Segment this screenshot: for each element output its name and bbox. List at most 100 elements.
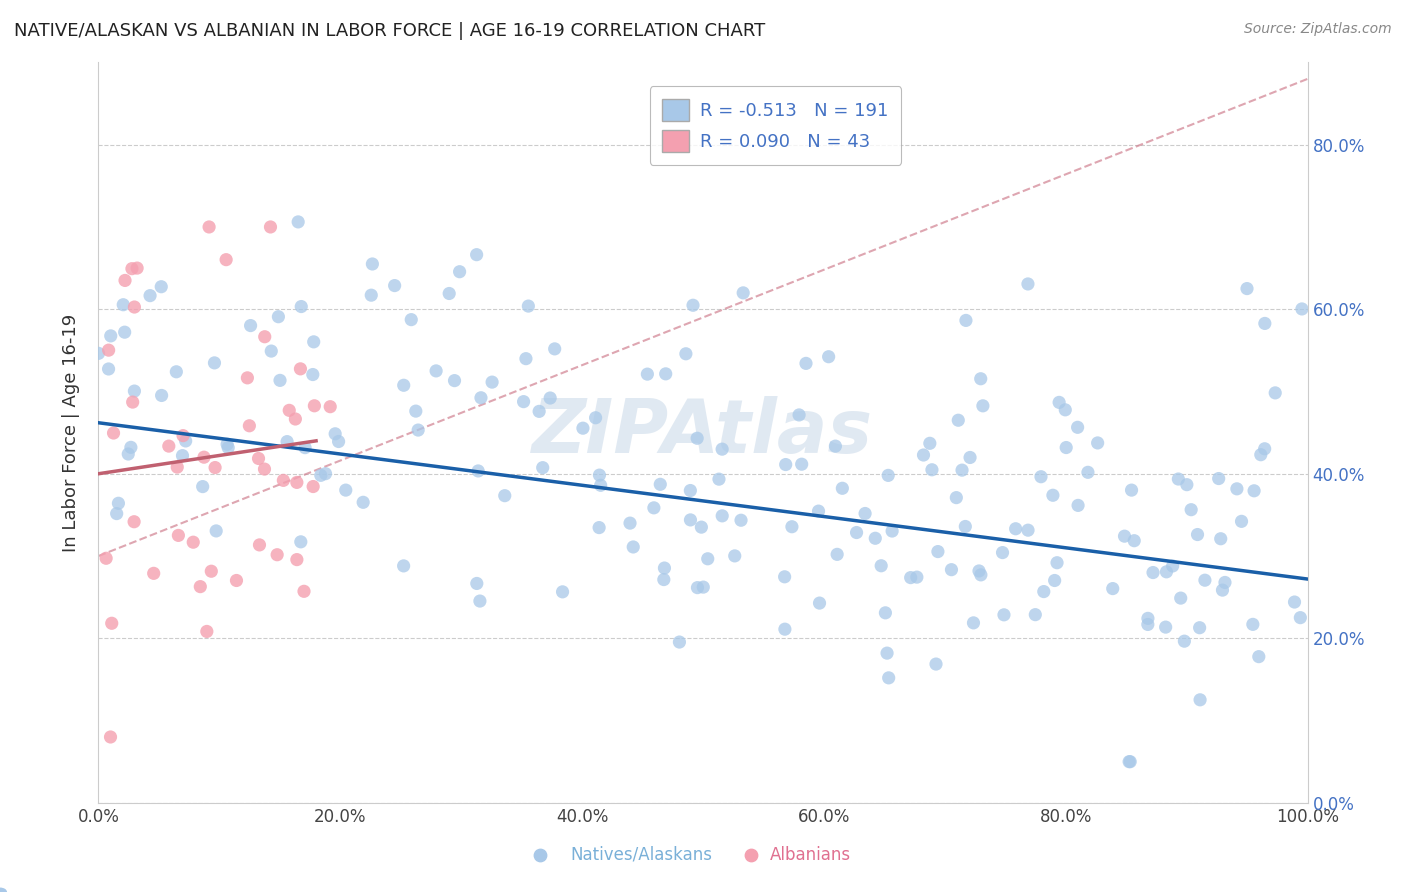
Point — [165, 365, 187, 379]
Point — [287, 215, 309, 229]
Point — [724, 549, 747, 563]
Point — [845, 525, 868, 540]
Point — [247, 451, 270, 466]
Point — [636, 367, 658, 381]
Point — [114, 273, 136, 287]
Point — [970, 567, 993, 582]
Point — [481, 375, 503, 389]
Point — [1264, 385, 1286, 400]
Point — [150, 388, 173, 402]
Point — [1067, 499, 1090, 513]
Point — [259, 219, 281, 234]
Point — [1284, 595, 1306, 609]
Point — [1170, 591, 1192, 606]
Point — [1017, 523, 1039, 537]
Point — [1114, 529, 1136, 543]
Point — [181, 535, 204, 549]
Point — [437, 286, 460, 301]
Point — [225, 574, 247, 588]
Point — [679, 513, 702, 527]
Point — [865, 531, 887, 545]
Point — [991, 545, 1014, 559]
Point — [1173, 634, 1195, 648]
Point — [1213, 575, 1236, 590]
Point — [253, 330, 276, 344]
Point — [139, 288, 162, 302]
Point — [1118, 755, 1140, 769]
Point — [870, 558, 893, 573]
Point — [198, 219, 221, 234]
Point — [470, 391, 492, 405]
Point — [1042, 488, 1064, 502]
Point — [1189, 693, 1212, 707]
Point — [585, 410, 607, 425]
Point — [740, 854, 762, 868]
Point — [278, 403, 301, 417]
Point — [650, 477, 672, 491]
Point — [124, 300, 146, 314]
Point — [538, 391, 561, 405]
Point — [730, 513, 752, 527]
Point — [970, 372, 993, 386]
Point — [157, 439, 180, 453]
Point — [1247, 649, 1270, 664]
Point — [588, 520, 610, 534]
Point — [773, 622, 796, 636]
Point — [512, 394, 534, 409]
Point — [877, 468, 900, 483]
Point — [690, 520, 713, 534]
Point — [1167, 472, 1189, 486]
Point — [172, 428, 194, 442]
Point — [205, 524, 228, 538]
Point — [1136, 617, 1159, 632]
Point — [253, 462, 276, 476]
Point — [950, 463, 973, 477]
Point — [238, 418, 260, 433]
Point — [1291, 301, 1313, 316]
Point — [925, 657, 948, 671]
Text: Albanians: Albanians — [769, 846, 851, 863]
Point — [817, 350, 839, 364]
Point — [1187, 527, 1209, 541]
Point — [1175, 477, 1198, 491]
Point — [124, 384, 146, 398]
Point — [315, 467, 337, 481]
Point — [654, 561, 676, 575]
Point — [384, 278, 406, 293]
Point — [652, 573, 675, 587]
Point — [328, 434, 350, 449]
Point — [773, 570, 796, 584]
Point — [443, 374, 465, 388]
Point — [551, 584, 574, 599]
Point — [945, 491, 967, 505]
Point — [105, 507, 128, 521]
Point — [97, 343, 120, 358]
Point — [290, 362, 312, 376]
Point — [239, 318, 262, 333]
Point — [290, 534, 312, 549]
Point — [1194, 573, 1216, 587]
Point — [100, 730, 122, 744]
Point — [654, 367, 676, 381]
Point — [825, 547, 848, 561]
Point — [142, 566, 165, 581]
Point — [1024, 607, 1046, 622]
Point — [269, 373, 291, 387]
Point — [200, 564, 222, 578]
Point — [188, 580, 211, 594]
Text: Natives/Alaskans: Natives/Alaskans — [569, 846, 711, 863]
Point — [236, 371, 259, 385]
Point — [193, 450, 215, 465]
Point — [260, 344, 283, 359]
Point — [962, 615, 984, 630]
Point — [100, 616, 122, 631]
Point — [120, 441, 142, 455]
Point — [1226, 482, 1249, 496]
Point — [284, 412, 307, 426]
Point — [1136, 611, 1159, 625]
Point — [875, 606, 897, 620]
Point — [167, 528, 190, 542]
Point — [955, 313, 977, 327]
Point — [515, 351, 537, 366]
Point — [877, 671, 900, 685]
